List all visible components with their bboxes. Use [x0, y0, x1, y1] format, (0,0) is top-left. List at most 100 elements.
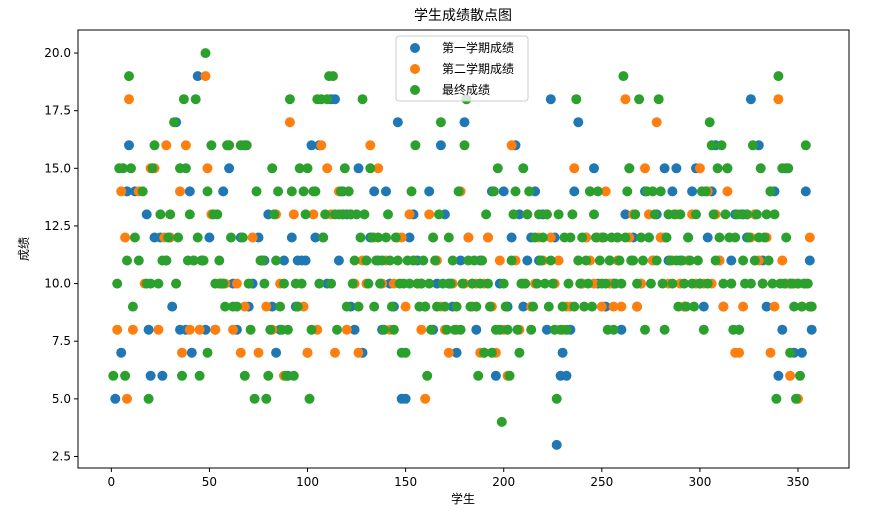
- data-point: [777, 324, 788, 335]
- data-point: [712, 163, 723, 174]
- data-point: [400, 393, 411, 404]
- data-point: [339, 163, 350, 174]
- data-point: [587, 301, 597, 312]
- data-point: [333, 255, 344, 266]
- data-point: [341, 301, 352, 312]
- data-point: [569, 186, 580, 197]
- data-point: [539, 278, 550, 289]
- y-tick-label: 12.5: [44, 219, 71, 233]
- data-point: [726, 255, 737, 266]
- data-point: [767, 278, 778, 289]
- data-point: [722, 163, 733, 174]
- data-point: [667, 278, 678, 289]
- data-point: [306, 324, 317, 335]
- data-point: [773, 71, 784, 82]
- data-point: [681, 301, 692, 312]
- data-point: [802, 278, 813, 289]
- data-point: [288, 209, 299, 220]
- data-point: [328, 71, 338, 82]
- data-point: [496, 416, 507, 427]
- data-point: [357, 94, 368, 105]
- data-point: [253, 347, 264, 358]
- data-point: [800, 186, 811, 197]
- data-point: [320, 209, 331, 220]
- data-point: [722, 186, 733, 197]
- data-point: [761, 301, 772, 312]
- data-point: [284, 117, 295, 128]
- data-point: [471, 324, 482, 335]
- data-point: [437, 278, 448, 289]
- data-point: [532, 278, 543, 289]
- data-point: [110, 393, 121, 404]
- data-point: [651, 117, 662, 128]
- data-point: [494, 324, 505, 335]
- data-point: [565, 232, 576, 243]
- data-point: [779, 278, 790, 289]
- chart-title: 学生成绩散点图: [414, 8, 512, 24]
- data-point: [459, 117, 470, 128]
- data-point: [661, 232, 672, 243]
- data-point: [506, 255, 517, 266]
- data-point: [127, 324, 138, 335]
- data-point: [286, 186, 297, 197]
- data-point: [386, 301, 397, 312]
- data-point: [469, 255, 480, 266]
- data-point: [806, 324, 817, 335]
- data-point: [245, 324, 256, 335]
- data-point: [424, 186, 435, 197]
- data-point: [300, 209, 311, 220]
- data-point: [553, 255, 564, 266]
- data-point: [645, 278, 656, 289]
- data-point: [190, 94, 201, 105]
- data-point: [640, 324, 650, 335]
- data-point: [163, 232, 174, 243]
- data-point: [804, 232, 815, 243]
- data-point: [571, 94, 582, 105]
- data-point: [747, 140, 758, 151]
- data-point: [543, 301, 554, 312]
- data-point: [286, 232, 297, 243]
- data-point: [451, 347, 462, 358]
- data-point: [400, 301, 411, 312]
- data-point: [738, 255, 749, 266]
- data-point: [122, 255, 132, 266]
- data-point: [796, 347, 807, 358]
- data-point: [557, 301, 568, 312]
- data-point: [228, 324, 238, 335]
- data-point: [657, 278, 668, 289]
- data-point: [347, 278, 358, 289]
- data-point: [424, 209, 435, 220]
- data-point: [369, 186, 380, 197]
- data-point: [506, 140, 517, 151]
- data-point: [514, 347, 525, 358]
- data-point: [604, 255, 615, 266]
- data-point: [263, 370, 274, 381]
- data-point: [757, 278, 768, 289]
- data-point: [326, 278, 337, 289]
- data-point: [271, 255, 282, 266]
- legend-label: 第二学期成绩: [442, 61, 514, 76]
- data-point: [581, 255, 592, 266]
- data-point: [353, 347, 364, 358]
- data-point: [124, 140, 134, 151]
- data-point: [702, 278, 713, 289]
- data-point: [322, 163, 333, 174]
- data-point: [408, 255, 419, 266]
- data-point: [145, 278, 156, 289]
- data-point: [202, 163, 213, 174]
- series-3: [108, 48, 817, 427]
- data-point: [743, 232, 754, 243]
- data-point: [643, 232, 654, 243]
- data-point: [231, 301, 242, 312]
- data-point: [634, 94, 645, 105]
- data-point: [694, 278, 705, 289]
- data-point: [459, 140, 470, 151]
- data-point: [498, 186, 509, 197]
- data-point: [541, 209, 552, 220]
- data-point: [275, 301, 286, 312]
- data-point: [475, 278, 486, 289]
- data-point: [785, 370, 796, 381]
- data-point: [477, 255, 488, 266]
- data-point: [202, 186, 213, 197]
- data-point: [294, 163, 305, 174]
